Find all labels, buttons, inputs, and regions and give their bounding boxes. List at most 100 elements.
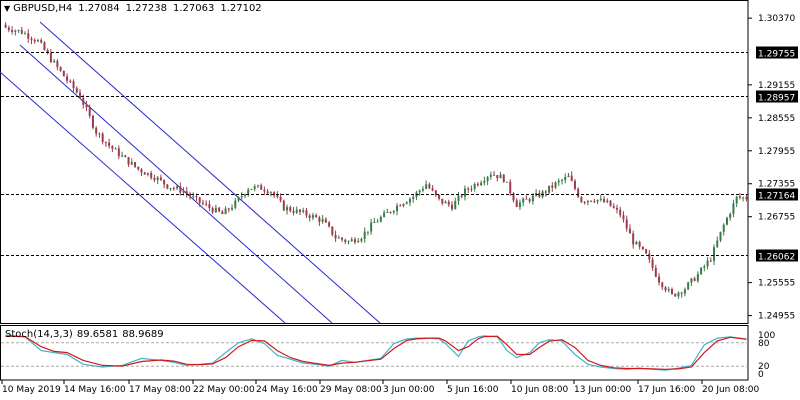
- candle-body: [30, 38, 33, 40]
- candle-body: [36, 40, 39, 42]
- candle-body: [221, 211, 224, 215]
- candle-body: [134, 162, 137, 167]
- candle-body: [470, 188, 473, 190]
- candle-body: [298, 209, 301, 212]
- candle-body: [279, 196, 282, 201]
- candle-body: [69, 80, 72, 82]
- candle-body: [273, 192, 276, 196]
- stochastic-level-label: 20: [758, 362, 770, 372]
- candle-body: [59, 66, 62, 71]
- stochastic-main-value: 89.6581: [76, 329, 119, 340]
- candle-body: [24, 33, 27, 35]
- candle-body: [632, 233, 635, 245]
- x-tick-label: 20 Jun 08:00: [702, 385, 759, 395]
- candle-body: [606, 200, 609, 203]
- x-tick-label: 17 May 08:00: [129, 385, 191, 395]
- candle-body: [599, 198, 602, 200]
- candle-body: [396, 205, 399, 212]
- candle-body: [153, 177, 156, 181]
- x-tick-label: 10 May 2019: [2, 385, 61, 395]
- candle-body: [735, 196, 738, 204]
- candle-body: [677, 292, 680, 297]
- y-tick-label: 1.26755: [758, 213, 795, 223]
- candle-body: [518, 202, 521, 208]
- candle-body: [476, 183, 479, 186]
- candle-body: [305, 210, 308, 216]
- candle-body: [227, 208, 230, 210]
- candle-body: [742, 197, 745, 199]
- candle-body: [66, 76, 69, 81]
- candle-body: [363, 231, 366, 239]
- candle-body: [451, 204, 454, 210]
- stochastic-label: Stoch(14,3,3): [5, 329, 73, 340]
- candle-body: [493, 174, 496, 176]
- candle-body: [211, 208, 214, 213]
- candle-body: [447, 201, 450, 205]
- candle-body: [150, 172, 153, 178]
- collapse-arrow-icon[interactable]: ▼: [4, 4, 11, 13]
- candle-body: [667, 289, 670, 291]
- candle-body: [573, 180, 576, 189]
- candle-body: [370, 222, 373, 232]
- candle-body: [331, 226, 334, 235]
- high-value: 1.27238: [125, 3, 167, 14]
- candle-body: [615, 207, 618, 210]
- candle-body: [554, 182, 557, 188]
- candle-body: [502, 174, 505, 182]
- candle-body: [651, 259, 654, 268]
- candle-body: [538, 193, 541, 197]
- candle-body: [564, 177, 567, 181]
- y-tick-label: 1.27955: [758, 147, 795, 157]
- candle-body: [467, 188, 470, 190]
- candle-body: [172, 188, 175, 190]
- candle-body: [146, 172, 149, 175]
- candle-body: [43, 42, 46, 50]
- candle-body: [483, 180, 486, 183]
- candle-body: [27, 33, 30, 39]
- candle-body: [111, 145, 114, 149]
- x-tick-label: 29 May 08:00: [320, 385, 382, 395]
- candle-body: [189, 193, 191, 197]
- stochastic-level-label: 80: [758, 339, 770, 349]
- candle-body: [302, 210, 305, 212]
- candle-body: [176, 186, 179, 189]
- close-value: 1.27102: [220, 3, 262, 14]
- candle-body: [4, 24, 7, 28]
- candle-body: [725, 217, 728, 225]
- candle-body: [337, 237, 340, 239]
- low-value: 1.27063: [172, 3, 215, 14]
- candle-body: [693, 278, 696, 281]
- candle-body: [531, 195, 534, 202]
- candle-body: [179, 186, 182, 193]
- candle-body: [716, 240, 719, 248]
- candle-body: [680, 292, 683, 294]
- candle-body: [163, 179, 166, 185]
- candle-body: [463, 188, 466, 197]
- candle-body: [590, 200, 593, 202]
- candle-body: [195, 196, 198, 198]
- level-tag-2: 1.28957: [758, 94, 795, 104]
- candle-body: [218, 207, 221, 212]
- level-tag-3: 1.27164: [758, 192, 795, 202]
- candle-body: [159, 177, 162, 180]
- candle-body: [124, 155, 127, 158]
- candle-body: [14, 30, 17, 33]
- candle-body: [127, 157, 130, 165]
- candle-body: [670, 289, 673, 294]
- candle-body: [551, 185, 554, 188]
- candle-body: [580, 196, 583, 203]
- candle-body: [224, 208, 227, 215]
- candle-body: [658, 276, 661, 283]
- level-tag-4: 1.26062: [758, 253, 795, 263]
- stochastic-signal-line: [5, 335, 747, 370]
- candle-body: [263, 189, 266, 192]
- main-plot-frame: [0, 0, 749, 324]
- candle-body: [104, 141, 107, 143]
- candle-body: [405, 202, 408, 204]
- candle-body: [250, 188, 253, 190]
- candle-body: [56, 60, 59, 67]
- candle-body: [645, 249, 648, 254]
- candle-body: [732, 203, 735, 214]
- candle-body: [101, 133, 104, 142]
- candle-body: [292, 211, 295, 213]
